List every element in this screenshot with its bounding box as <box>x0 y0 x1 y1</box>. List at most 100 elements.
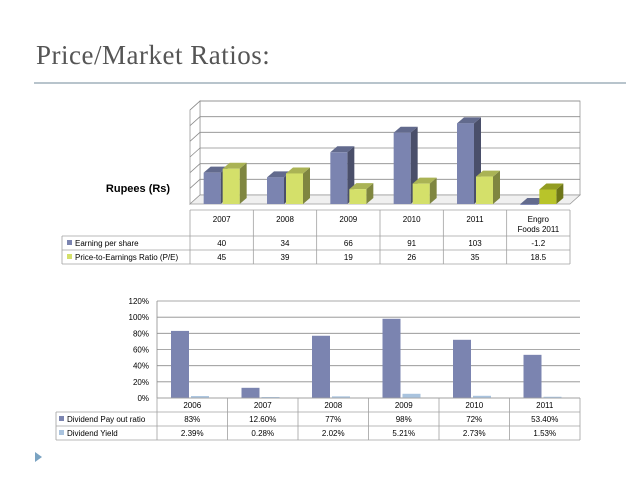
chart2-data-label: 53.40% <box>531 415 558 424</box>
chart1-category-label: 2010 <box>403 215 421 224</box>
chart1-bar-top <box>286 167 310 174</box>
chart2-bar <box>261 397 280 398</box>
chart1-bar-side <box>303 167 310 204</box>
chart1-bar-side <box>429 177 437 204</box>
chart2-bar <box>473 395 491 398</box>
chart1-bar-front <box>286 173 303 204</box>
chart1-series-label: Earning per share <box>75 239 139 248</box>
chart2-ytick-label: 60% <box>133 346 149 355</box>
chart1-category-label: 2007 <box>213 215 231 224</box>
chart1-gridline <box>189 147 580 158</box>
chart1-bar <box>393 126 418 204</box>
chart2-category-label: 2008 <box>324 401 342 410</box>
chart2-data-label: 2.39% <box>181 429 204 438</box>
chart1-bar <box>330 146 355 204</box>
chart2-data-label: 72% <box>466 415 482 424</box>
chart2-bar <box>241 387 260 398</box>
chart1-bar-front <box>520 204 538 205</box>
chart2-category-label: 2006 <box>183 401 201 410</box>
chart1-data-label: 40 <box>217 239 226 248</box>
chart1-bar-top <box>412 177 437 184</box>
chart1-bar-top <box>349 183 374 190</box>
chart1-data-label: -1.2 <box>531 239 545 248</box>
chart2-series-label: Dividend Pay out ratio <box>67 415 146 424</box>
chart1-gridline <box>189 100 580 111</box>
chart1-bar-front <box>222 168 240 204</box>
chart1-bar <box>286 167 310 204</box>
chart2-legend-key <box>59 430 64 435</box>
chart1-data-label: 103 <box>468 239 482 248</box>
chart1-data-label: 26 <box>407 253 416 262</box>
chart1-category-label: Foods 2011 <box>517 225 559 234</box>
chart2-data-label: 77% <box>325 415 341 424</box>
chart1-bar-top <box>457 117 481 124</box>
chart1-bar-top <box>520 198 545 204</box>
chart2-bar <box>191 396 209 398</box>
chart1-bar <box>539 183 564 204</box>
chart1-data-label: 45 <box>217 253 226 262</box>
chart2-bar <box>543 396 562 398</box>
chart1-bar-top <box>267 171 291 178</box>
chart1-bar-front <box>330 152 348 204</box>
chart2-ytick-label: 40% <box>133 362 149 371</box>
chart1-bar-top <box>203 166 228 173</box>
chart2-data-label: 12.60% <box>249 415 276 424</box>
chart1-bar-front <box>203 172 221 204</box>
chart2-data-label: 98% <box>396 415 412 424</box>
slide-title: Price/Market Ratios: <box>36 40 271 70</box>
chart1-bar-side <box>366 183 374 204</box>
chart1-bar-side <box>556 183 564 204</box>
chart2-category-label: 2011 <box>536 401 554 410</box>
chart1-data-label: 34 <box>281 239 290 248</box>
chart1-bar <box>203 166 228 204</box>
chart1-bar <box>222 162 247 204</box>
chart1-bar-side <box>493 170 500 204</box>
chart1-bar-front <box>412 183 430 204</box>
chart1-data-label: 39 <box>281 253 290 262</box>
chart1-series-label: Price-to-Earnings Ratio (P/E) <box>75 253 178 262</box>
chart1-bar-top <box>330 146 355 153</box>
chart1-bar-front <box>393 132 411 204</box>
chart2-ytick-label: 0% <box>137 394 149 403</box>
chart2-ytick-label: 20% <box>133 378 149 387</box>
chart1-category-label: Engro <box>528 215 550 224</box>
chart1-ylabel: Rupees (Rs) <box>106 183 171 195</box>
chart2-ytick-label: 80% <box>133 329 149 338</box>
chart2-legend-key <box>59 416 64 421</box>
chart2-bar <box>453 339 471 398</box>
chart1-bar-side <box>239 162 247 204</box>
chart2-ytick-label: 120% <box>129 297 149 306</box>
chart1-data-label: 35 <box>471 253 480 262</box>
chart1-data-label: 19 <box>344 253 353 262</box>
chart1-bar-top <box>476 170 500 177</box>
chart1-bar-top <box>222 162 247 169</box>
chart1-bar-front <box>349 189 367 204</box>
title-underline <box>34 82 626 84</box>
chart2-data-label: 1.53% <box>533 429 556 438</box>
chart2-bar <box>523 354 542 398</box>
chart2-bar <box>312 335 330 398</box>
bullet-arrow-icon <box>35 452 42 462</box>
chart1-gridline <box>189 131 580 142</box>
chart2-series-label: Dividend Yield <box>67 429 118 438</box>
chart2-data-label: 2.02% <box>322 429 345 438</box>
chart2-data-label: 2.73% <box>463 429 486 438</box>
chart1-gridline <box>189 116 580 126</box>
chart1-data-label: 91 <box>407 239 416 248</box>
chart1-category-label: 2008 <box>276 215 294 224</box>
chart2-bar <box>171 330 189 398</box>
chart2-bar <box>382 318 401 398</box>
chart1-category-label: 2009 <box>339 215 357 224</box>
chart1-data-label: 18.5 <box>531 253 547 262</box>
chart1-bar-front <box>476 176 493 204</box>
chart2-bar <box>402 393 421 398</box>
chart1-category-label: 2011 <box>466 215 484 224</box>
chart2-category-label: 2007 <box>254 401 272 410</box>
chart1-data-label: 66 <box>344 239 353 248</box>
chart1-bar <box>476 170 500 204</box>
chart1-bar-top <box>539 183 564 190</box>
chart2-data-label: 5.21% <box>392 429 415 438</box>
chart2-data-label: 0.28% <box>251 429 274 438</box>
